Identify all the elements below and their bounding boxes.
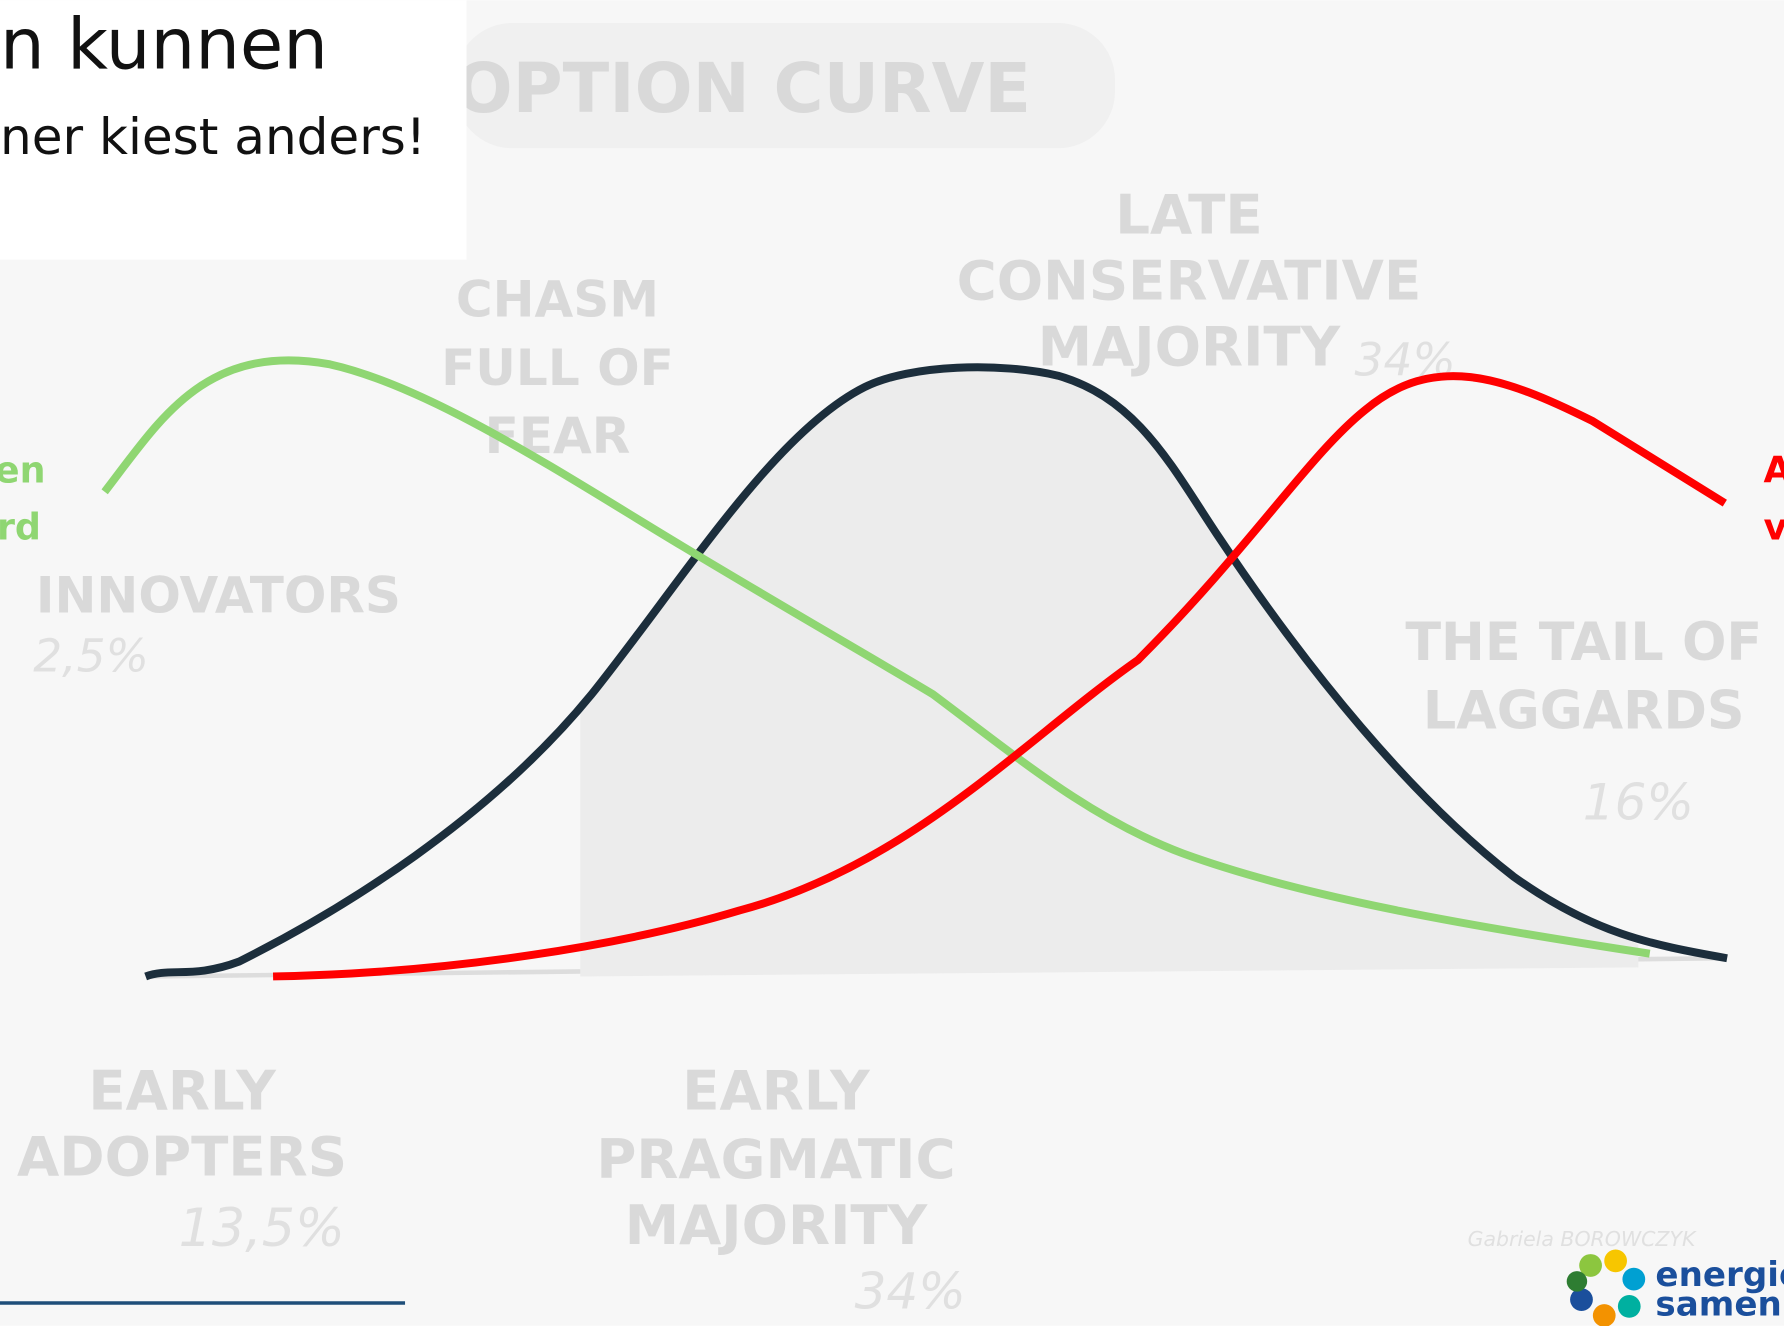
bg-percent: 13,5% [179, 1198, 345, 1259]
signature: Gabriela BOROWCZYK [1468, 1227, 1697, 1251]
logo-text: samen [1655, 1285, 1781, 1325]
bg-label: MAJORITY [1038, 314, 1342, 378]
bg-label: FULL OF [441, 339, 674, 397]
bg-label: PRAGMATIC [596, 1127, 955, 1191]
red-label: v [1764, 506, 1784, 549]
green-label: rd [0, 506, 41, 549]
bg-title: DOPTION CURVE [398, 50, 1031, 129]
bg-label: THE TAIL OF [1405, 612, 1762, 673]
subtitle: ner kiest anders! [0, 108, 426, 166]
bg-percent: 16% [1583, 773, 1694, 831]
bg-label: LAGGARDS [1423, 680, 1745, 741]
green-label: en [0, 449, 46, 492]
bg-label: EARLY [682, 1059, 871, 1123]
bg-label: INNOVATORS [36, 566, 401, 624]
bg-label: CONSERVATIVE [957, 248, 1422, 312]
slide: DOPTION CURVE LATE CONSERVATIVE MAJORITY… [0, 0, 1784, 1326]
bg-label: EARLY [88, 1059, 277, 1123]
bg-label: FEAR [485, 407, 631, 465]
bg-label: MAJORITY [625, 1193, 929, 1257]
red-label: A [1764, 449, 1784, 492]
bg-label: CHASM [456, 271, 659, 329]
title: n kunnen [0, 4, 328, 86]
bg-percent: 2,5% [33, 630, 149, 683]
bg-label: ADOPTERS [17, 1125, 347, 1189]
bg-label: LATE [1115, 182, 1262, 246]
bg-percent: 34% [855, 1263, 966, 1321]
